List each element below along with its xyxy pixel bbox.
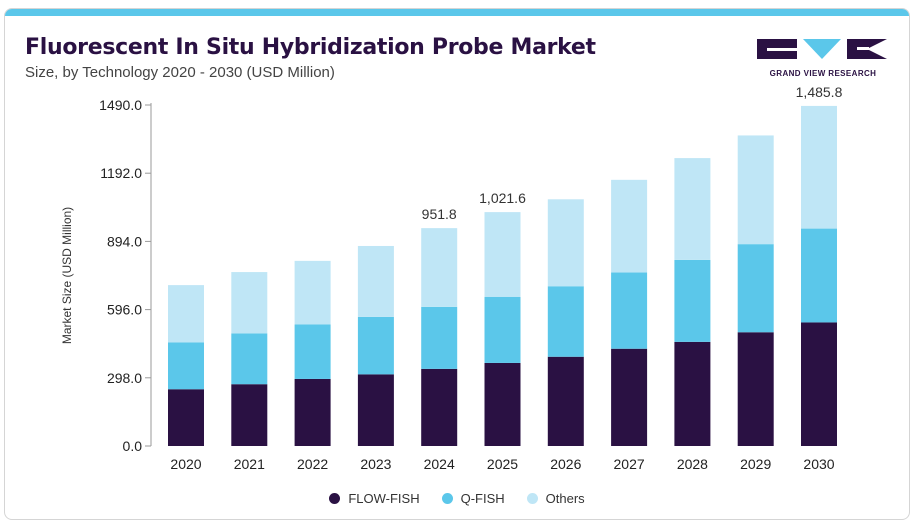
x-tick-label-2022: 2022 — [297, 456, 328, 472]
bar-others-2022 — [294, 260, 331, 325]
bar-others-2021 — [231, 272, 268, 334]
y-tick-label: 1490.0 — [99, 97, 142, 113]
bar-q-fish-2026 — [547, 286, 584, 357]
x-tick-label-2027: 2027 — [614, 456, 645, 472]
total-label-2024: 951.8 — [422, 206, 457, 222]
bar-q-fish-2020 — [168, 342, 204, 390]
y-tick-label: 298.0 — [107, 370, 142, 386]
legend-label-others: Others — [545, 491, 585, 506]
chart-subtitle: Size, by Technology 2020 - 2030 (USD Mil… — [25, 64, 335, 81]
bar-flow-fish-2023 — [357, 374, 394, 446]
legend-item-others: Others — [526, 491, 585, 506]
bar-flow-fish-2027 — [611, 348, 648, 446]
total-label-2030: 1,485.8 — [796, 84, 843, 100]
bar-q-fish-2029 — [737, 244, 774, 333]
x-tick-label-2023: 2023 — [360, 456, 391, 472]
y-tick-label: 894.0 — [107, 233, 142, 249]
x-tick-label-2028: 2028 — [677, 456, 708, 472]
y-tick-label: 596.0 — [107, 302, 142, 318]
bar-others-2024 — [421, 228, 458, 307]
stacked-bar-chart: Market Size (USD Million) 0.0 298.0 596.0 89… — [60, 84, 843, 472]
legend-item-q-fish: Q-FISH — [441, 491, 505, 506]
bar-flow-fish-2029 — [737, 332, 774, 446]
x-tick-label-2029: 2029 — [740, 456, 771, 472]
logo-text: GRAND VIEW RESEARCH — [769, 69, 877, 78]
legend: FLOW-FISH Q-FISH Others — [5, 491, 909, 506]
bar-flow-fish-2024 — [421, 368, 458, 446]
chart-card: Fluorescent In Situ Hybridization Probe … — [4, 8, 910, 520]
legend-label-q-fish: Q-FISH — [460, 491, 505, 506]
bar-q-fish-2022 — [294, 324, 331, 379]
legend-swatch-flow-fish — [329, 493, 341, 504]
bar-others-2020 — [168, 285, 204, 343]
bar-flow-fish-2030 — [801, 322, 837, 446]
x-tick-label-2026: 2026 — [550, 456, 581, 472]
x-tick-label-2021: 2021 — [234, 456, 265, 472]
x-tick-label-2030: 2030 — [803, 456, 834, 472]
bar-q-fish-2021 — [231, 333, 268, 385]
bar-others-2026 — [547, 199, 584, 287]
legend-label-flow-fish: FLOW-FISH — [348, 491, 420, 506]
bar-q-fish-2025 — [484, 296, 521, 363]
bar-q-fish-2023 — [357, 316, 394, 375]
bar-flow-fish-2022 — [294, 378, 331, 446]
bar-others-2029 — [737, 135, 774, 245]
total-label-2025: 1,021.6 — [479, 190, 526, 206]
x-tick-label-2025: 2025 — [487, 456, 518, 472]
bar-q-fish-2027 — [611, 272, 648, 349]
chart-title: Fluorescent In Situ Hybridization Probe … — [25, 35, 596, 60]
bar-others-2025 — [484, 212, 521, 297]
legend-item-flow-fish: FLOW-FISH — [329, 491, 420, 506]
bar-others-2030 — [801, 105, 837, 229]
bar-others-2023 — [357, 245, 394, 317]
bar-q-fish-2024 — [421, 306, 458, 369]
bar-flow-fish-2025 — [484, 362, 521, 446]
bar-others-2027 — [611, 179, 648, 273]
logo-mark-icon — [757, 39, 887, 59]
bar-flow-fish-2028 — [674, 341, 711, 446]
bar-q-fish-2030 — [801, 228, 837, 323]
legend-swatch-q-fish — [441, 493, 453, 504]
y-tick-label: 1192.0 — [100, 165, 142, 181]
legend-swatch-others — [526, 493, 538, 504]
accent-bar — [5, 9, 909, 16]
x-tick-label-2024: 2024 — [424, 456, 455, 472]
y-axis-title: Market Size (USD Million) — [60, 207, 74, 344]
bar-others-2028 — [674, 158, 711, 260]
bar-flow-fish-2026 — [547, 356, 584, 446]
y-tick-label: 0.0 — [123, 438, 143, 454]
x-tick-label-2020: 2020 — [170, 456, 201, 472]
bar-flow-fish-2020 — [168, 389, 204, 446]
bar-q-fish-2028 — [674, 259, 711, 342]
grand-view-research-logo: GRAND VIEW RESEARCH — [757, 35, 889, 83]
bar-flow-fish-2021 — [231, 384, 268, 446]
